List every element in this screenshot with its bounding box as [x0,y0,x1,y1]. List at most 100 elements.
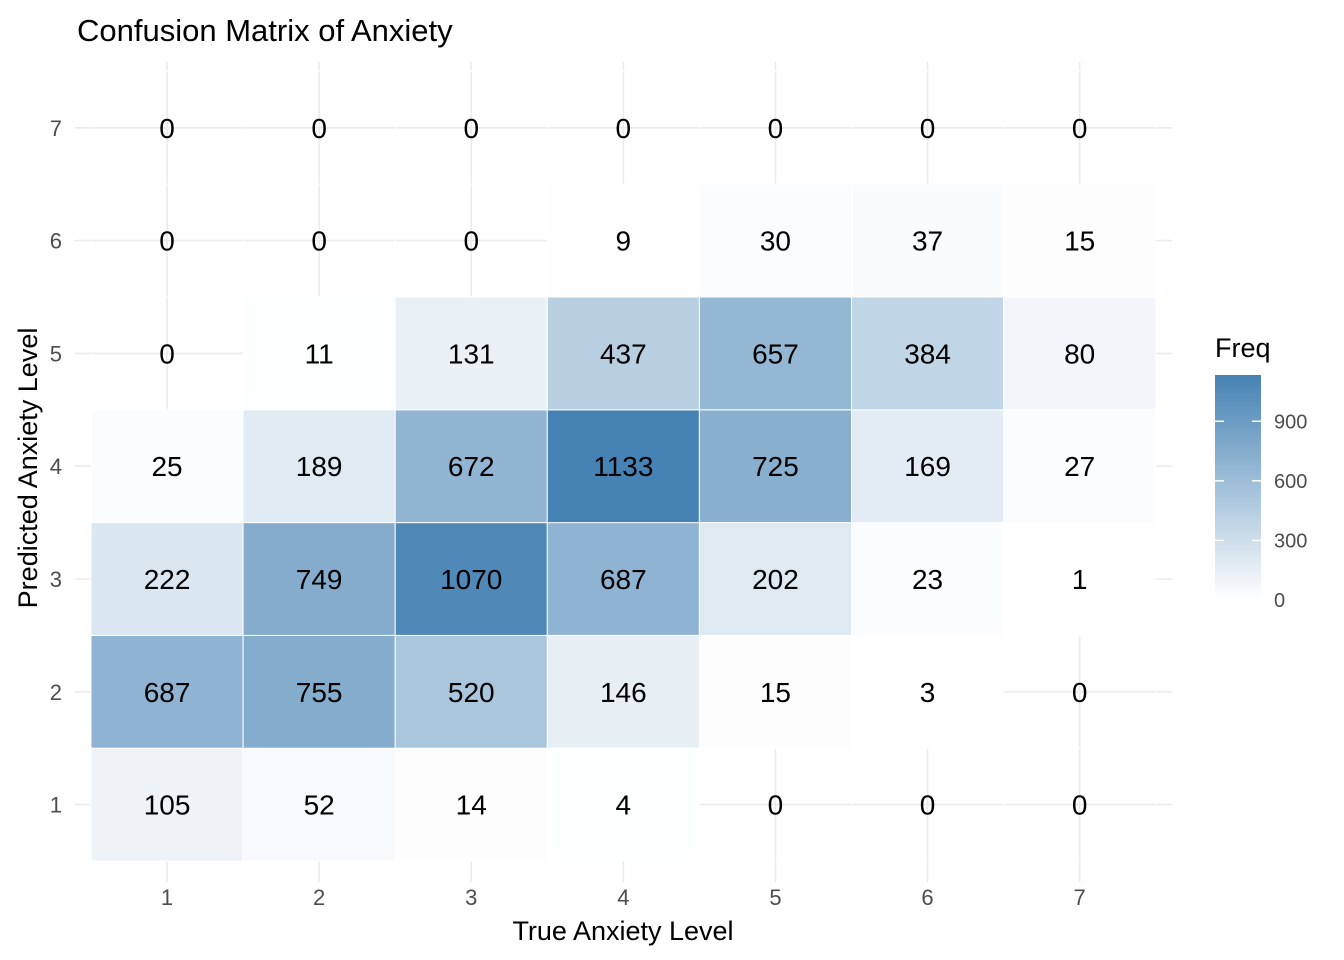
y-tick-label: 2 [50,680,62,705]
cell-value-label: 131 [448,338,495,369]
heatmap-cell [698,183,853,298]
heatmap-cell [242,409,396,524]
heatmap-cell [698,296,853,411]
cell-value-label: 0 [920,113,936,144]
cell-value-label: 755 [296,677,343,708]
heatmap-cell [546,296,700,411]
y-axis-tick-labels: 1 2 3 4 5 6 7 [50,116,62,818]
legend-title: Freq [1215,333,1271,363]
heatmap-cell [1003,70,1157,185]
cell-value-label: 3 [920,677,936,708]
cell-value-label: 0 [311,113,327,144]
cell-value-label: 0 [159,226,175,257]
cell-value-label: 0 [768,790,784,821]
cell-value-label: 15 [760,677,791,708]
cell-value-label: 27 [1064,451,1095,482]
heatmap-cell [394,747,548,862]
cell-value-label: 30 [760,226,791,257]
cell-value-label: 520 [448,677,495,708]
x-tick-label: 5 [769,885,781,910]
cell-value-label: 0 [1072,790,1088,821]
cell-value-label: 11 [305,338,334,369]
cell-value-label: 52 [304,790,335,821]
cell-value-label: 15 [1064,226,1095,257]
cell-value-label: 189 [296,451,343,482]
heatmap-cell [698,634,853,749]
heatmap-cell [851,634,1005,749]
cell-value-label: 437 [600,338,647,369]
x-tick-label: 7 [1074,885,1086,910]
heatmap-cell [1003,296,1157,411]
cell-value-label: 657 [752,338,799,369]
heatmap-cell [90,747,244,862]
cell-value-label: 0 [920,790,936,821]
cell-value-label: 687 [144,677,191,708]
cell-value-label: 0 [159,338,175,369]
cell-value-label: 0 [1072,113,1088,144]
cell-value-label: 0 [159,113,175,144]
cell-value-label: 0 [1072,677,1088,708]
cell-value-label: 0 [463,113,479,144]
heatmap-cell [242,522,396,636]
cell-value-label: 37 [912,226,943,257]
heatmap-cell [546,522,700,636]
x-tick-label: 4 [617,885,629,910]
heatmap-cell [698,522,853,636]
cell-value-label: 1133 [593,451,653,482]
legend-tick-label: 300 [1274,530,1307,552]
cell-value-label: 0 [616,113,632,144]
heatmap-cell [546,634,700,749]
heatmap-cell [90,522,244,636]
cell-value-label: 23 [912,564,943,595]
legend-tick-label: 600 [1274,471,1307,493]
heatmap-cell [394,296,548,411]
y-tick-label: 7 [50,116,62,141]
cell-value-label: 749 [296,564,343,595]
cell-value-label: 0 [768,113,784,144]
legend: Freq 0 300 600 900 [1215,333,1307,612]
x-tick-label: 3 [465,885,477,910]
heatmap-cell [242,634,396,749]
heatmap-cells [90,70,1157,862]
heatmap-cell [1003,522,1157,636]
cell-value-label: 725 [752,451,799,482]
heatmap-cell [546,747,700,862]
y-tick-label: 4 [50,454,62,479]
heatmap-cell [394,409,548,524]
cell-value-label: 9 [616,226,632,257]
y-tick-label: 6 [50,229,62,254]
legend-tick-label: 900 [1274,411,1307,433]
heatmap-cell [851,183,1005,298]
chart-title: Confusion Matrix of Anxiety [77,13,453,48]
cell-value-label: 202 [752,564,799,595]
x-tick-label: 2 [313,885,325,910]
heatmap-cell [394,522,548,636]
cell-value-label: 384 [904,338,951,369]
cell-value-label: 25 [151,451,182,482]
heatmap-cell [90,409,244,524]
cell-value-label: 222 [144,564,191,595]
cell-value-label: 1070 [440,564,502,595]
heatmap-cell [242,747,396,862]
heatmap-cell [698,409,853,524]
cell-value-label: 0 [311,226,327,257]
heatmap-cell [1003,183,1157,298]
y-axis-title: Predicted Anxiety Level [13,328,43,609]
cell-value-label: 80 [1064,338,1095,369]
cell-value-label: 4 [616,790,632,821]
x-axis-title: True Anxiety Level [512,916,733,946]
cell-value-label: 14 [456,790,487,821]
cell-value-label: 687 [600,564,647,595]
cell-value-label: 105 [144,790,191,821]
heatmap-cell [90,634,244,749]
heatmap-cell [546,409,700,524]
legend-colorbar [1215,375,1261,600]
x-axis-tick-labels: 1 2 3 4 5 6 7 [161,885,1086,910]
heatmap-cell [851,409,1005,524]
y-tick-label: 3 [50,567,62,592]
legend-tick-label: 0 [1274,590,1285,612]
x-tick-label: 1 [161,885,173,910]
heatmap-cell [1003,409,1157,524]
